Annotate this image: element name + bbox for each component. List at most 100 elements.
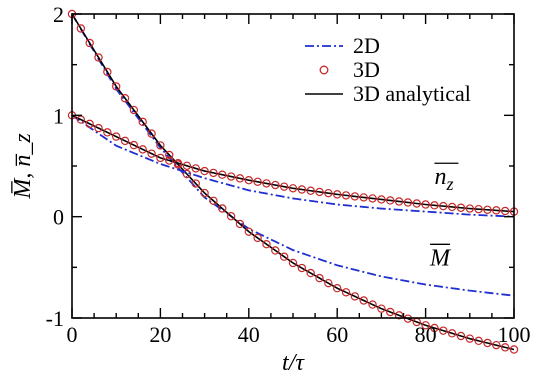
series-n_z-3d-marker (235, 174, 245, 183)
series-M-3d-marker (324, 278, 333, 288)
series-n_z-3d-marker (226, 172, 236, 181)
series-n_z-3d-marker (262, 179, 271, 188)
x-tick-label: 80 (415, 322, 437, 347)
series-M-3d-marker (297, 263, 307, 273)
series-n_z-3d-marker (279, 182, 289, 191)
series-M-3d-marker (191, 179, 200, 188)
series-n_z-3d-marker (500, 206, 510, 216)
series-n_z-3d-marker (456, 203, 466, 212)
series-n_z-3d-marker (324, 188, 333, 198)
annotation-text: nz (434, 164, 453, 194)
series-n_z-3d-marker (138, 145, 147, 154)
annotation-subscript: z (445, 174, 453, 194)
series-M-3d-marker (456, 331, 466, 341)
series-M-2d-line (71, 13, 515, 297)
series-n_z-3d-marker (412, 199, 421, 208)
series-M-3d-marker (315, 273, 324, 283)
series-M-3d-marker (288, 258, 298, 268)
series-M-3d-marker (200, 188, 209, 198)
series-n_z-3d-marker (244, 175, 253, 185)
series-n_z-3d-marker (218, 170, 227, 179)
series-n_z-3d-marker (350, 192, 360, 201)
series-n_z-3d-marker (288, 184, 298, 193)
series-n_z-3d-marker (94, 123, 103, 133)
series-M-3d-marker (271, 246, 280, 255)
series-n_z-3d-marker (447, 202, 457, 212)
x-tick-label: 40 (238, 322, 260, 347)
legend-label: 2D (353, 33, 380, 58)
series-n_z-2d-line (71, 114, 515, 218)
series-n_z-3d-marker (191, 164, 200, 173)
series-M-3d-marker (138, 117, 147, 127)
series-n_z-3d-marker (430, 201, 439, 210)
series-M-3d-marker (430, 323, 439, 333)
series-M-3d-marker (386, 307, 395, 317)
series-M-3d-marker (509, 345, 519, 354)
series-n_z-3d-marker (182, 161, 192, 170)
series-n_z-3d-marker (120, 136, 130, 146)
legend-label: 3D analytical (353, 81, 471, 106)
series-n_z-3d-marker (271, 180, 280, 190)
series-M-3d-marker (421, 321, 430, 330)
series-M-3d-marker (474, 336, 483, 346)
series-n_z-3d-marker (492, 206, 501, 215)
series-n_z-3d-marker (439, 201, 448, 211)
series-M-3d-marker (235, 219, 245, 229)
annotation-text: M (429, 245, 452, 271)
series-M-3d-marker (306, 268, 315, 278)
series-M-3d-marker (218, 204, 227, 213)
annotation-n_z: nz (434, 162, 459, 194)
series-M-3d-marker (244, 227, 253, 236)
series-n_z-3d-marker (85, 119, 94, 129)
series-n_z-3d-marker (297, 185, 307, 194)
series-n_z-3d-marker (315, 187, 324, 197)
series-M-3d-marker (94, 53, 103, 62)
plot-frame (71, 13, 515, 319)
series-M-3d-marker (120, 94, 130, 103)
series-n_z-3d-marker (165, 156, 174, 165)
series-n_z-3d-marker (421, 200, 430, 209)
series-n_z-3d-marker (403, 198, 413, 207)
series-M-3d-marker (359, 296, 368, 305)
series-M-3d-marker (500, 343, 510, 352)
series-M-3d-marker (129, 105, 139, 115)
series-n_z-3d-marker (394, 197, 404, 206)
series-M-3d-marker (147, 129, 156, 138)
series-n_z-3d-marker (253, 177, 262, 187)
series-n_z-3d-marker (200, 166, 209, 176)
series-n_z-3d-marker (386, 196, 395, 205)
series-n_z-3d-marker (483, 205, 492, 214)
x-tick-label: 20 (149, 322, 171, 347)
legend-marker-3d (319, 65, 329, 75)
y-tick-label: 1 (53, 103, 64, 128)
series-M-3d-marker (182, 169, 192, 179)
series-n_z-3d-marker (333, 190, 342, 199)
series-n_z-3d-marker (359, 193, 368, 202)
series-n_z-3d-marker (474, 204, 483, 214)
series-n_z-3d-marker (103, 128, 112, 137)
series-M-3d-marker (103, 67, 112, 77)
series-M-3d-marker (341, 288, 351, 297)
series-M-3d-marker (85, 38, 94, 48)
series-M-3d-marker (226, 212, 236, 221)
series-n_z-3d-marker (465, 204, 474, 213)
series-M-3d-marker (279, 252, 289, 261)
labels: t/τ M̅, n̅_z nz M (10, 133, 459, 376)
series-n_z-3d-marker (209, 168, 218, 178)
series-M-3d-marker (262, 239, 271, 249)
series-M-3d-marker (439, 326, 448, 335)
series-n_z-3d-marker (368, 194, 377, 203)
series-M-3d-marker (350, 292, 360, 301)
series-M-3d-marker (492, 340, 501, 350)
x-tick-label: 0 (67, 322, 78, 347)
series-M-3d-marker (76, 24, 86, 33)
x-axis-title: t/τ (282, 350, 305, 376)
annotation-M: M (429, 243, 452, 271)
x-tick-label: 60 (326, 322, 348, 347)
series-M-3d-marker (165, 150, 174, 160)
series-M-3d-marker (465, 334, 474, 343)
series-M-3d-marker (156, 141, 165, 150)
